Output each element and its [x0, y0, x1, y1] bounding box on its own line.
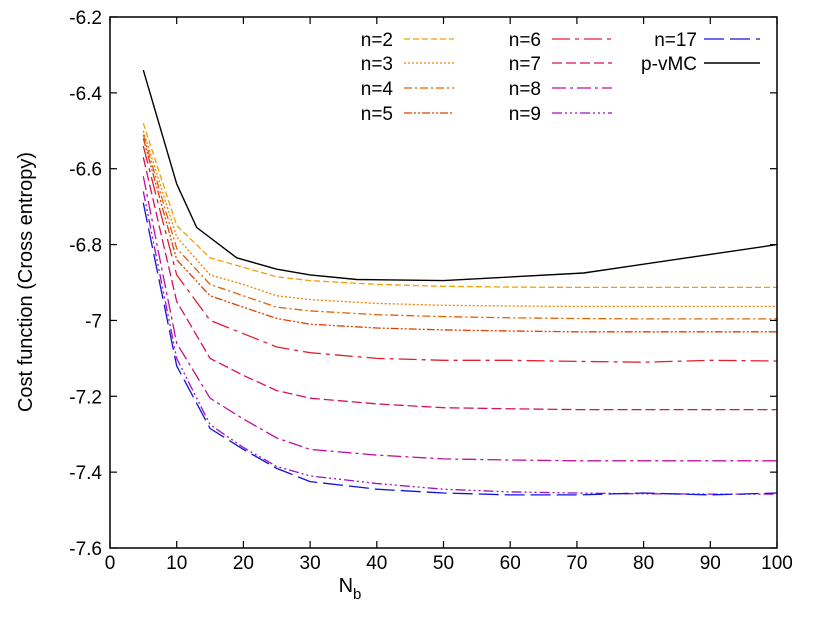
ticks-layer: 0 10 20 30 40 50 60 70 80 90 100 -7.6 -7.4 -7.2 -7 -6.8…	[69, 8, 793, 574]
x-axis-label-subscript: b	[353, 586, 361, 603]
y-tick-label: -6.4	[69, 84, 102, 105]
legend-label-p-vmc: p-vMC	[641, 54, 697, 75]
x-tick-label: 10	[166, 553, 187, 574]
series-line-n-4	[142, 134, 777, 320]
legend-label-n-7: n=7	[509, 54, 541, 75]
series-line-n-9	[142, 191, 777, 495]
series-line-n-5	[142, 138, 777, 333]
legend-label-n-4: n=4	[361, 79, 394, 100]
y-tick-label: -7.6	[69, 539, 102, 560]
series-line-n-17	[142, 202, 778, 496]
series-line-n-7	[142, 157, 777, 411]
x-axis-label: Nb	[339, 575, 362, 603]
x-tick-label: 90	[700, 553, 721, 574]
legend-label-n-8: n=8	[509, 79, 541, 100]
y-tick-label: -6.8	[69, 236, 102, 257]
x-tick-label: 20	[233, 553, 254, 574]
plot-frame	[109, 16, 778, 549]
x-tick-label: 80	[633, 553, 654, 574]
x-tick-label: 50	[433, 553, 454, 574]
x-tick-label: 40	[366, 553, 387, 574]
legend-label-n-3: n=3	[361, 54, 393, 75]
legend: n=2 n=3 n=4 n=5 n=6 n=7 n=8 n=9 n=17 p-vMC	[361, 30, 760, 125]
legend-label-n-5: n=5	[361, 104, 393, 125]
y-axis-label: Cost function (Cross entropy)	[15, 152, 37, 412]
x-tick-label: 60	[500, 553, 521, 574]
series-layer	[142, 69, 778, 496]
x-axis-label-main: N	[339, 575, 353, 597]
x-tick-label: 0	[105, 553, 116, 574]
legend-label-n-6: n=6	[509, 30, 541, 51]
series-line-n-6	[142, 145, 778, 363]
legend-label-n-9: n=9	[509, 104, 541, 125]
y-tick-label: -6.2	[69, 8, 102, 29]
x-tick-label: 70	[566, 553, 587, 574]
y-tick-label: -7.4	[69, 463, 102, 484]
legend-label-n-2: n=2	[361, 30, 393, 51]
y-tick-label: -7	[85, 311, 102, 332]
series-line-p-vmc	[142, 69, 778, 282]
series-line-n-3	[142, 130, 777, 308]
legend-label-n-17: n=17	[654, 30, 697, 51]
x-tick-label: 30	[300, 553, 321, 574]
series-line-n-8	[142, 176, 777, 462]
y-tick-label: -6.6	[69, 160, 102, 181]
x-tick-label: 100	[761, 553, 793, 574]
y-tick-label: -7.2	[69, 387, 102, 408]
series-line-n-2	[142, 122, 777, 289]
